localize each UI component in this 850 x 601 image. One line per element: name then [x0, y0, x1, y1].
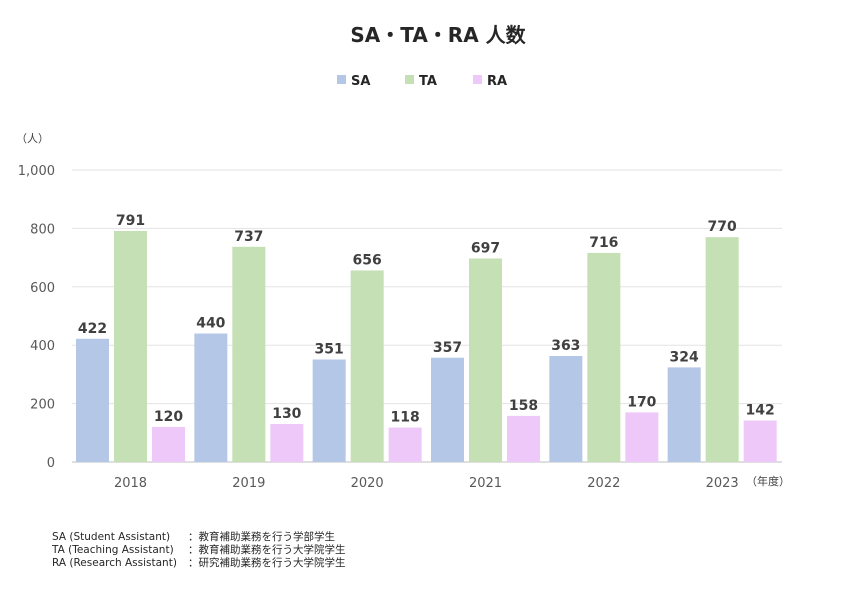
y-tick-label: 200: [30, 398, 55, 413]
data-label: 120: [154, 409, 183, 425]
x-tick-label: 2023: [706, 476, 739, 491]
data-label: 716: [589, 235, 618, 251]
legend-label: TA: [419, 74, 437, 89]
gridlines: [72, 169, 782, 463]
y-axis-ticks: 0 200 400 600 800 1,000: [18, 164, 55, 471]
x-tick-label: 2022: [587, 476, 620, 491]
y-axis-unit: （人）: [16, 132, 49, 145]
data-label: 357: [433, 340, 462, 356]
bar-ra-2018: [152, 426, 185, 462]
bar-ra-2022: [625, 412, 659, 462]
x-tick-label: 2018: [114, 476, 147, 491]
y-tick-label: 600: [30, 281, 55, 296]
data-label: 422: [78, 321, 107, 337]
footnote-abbr: SA (Student Assistant): [52, 531, 170, 543]
bar-ta-2020: [350, 270, 384, 462]
bar-ra-2021: [507, 415, 540, 462]
legend-swatch-ra: [473, 75, 482, 84]
data-label: 656: [353, 252, 382, 268]
bar-ta-2018: [114, 231, 147, 462]
bar-sa-2021: [431, 357, 464, 462]
data-label: 363: [551, 338, 580, 354]
legend-label: RA: [487, 74, 507, 89]
data-label: 697: [471, 240, 500, 256]
legend-label: SA: [351, 74, 370, 89]
data-label: 158: [509, 398, 538, 414]
bar-ta-2023: [705, 237, 739, 462]
bar-sa-2019: [194, 333, 228, 462]
bar-sa-2022: [549, 356, 583, 462]
bar-sa-2018: [76, 338, 109, 462]
x-tick-label: 2019: [232, 476, 265, 491]
x-tick-label: 2021: [469, 476, 502, 491]
y-tick-label: 800: [30, 222, 55, 237]
footnote-description: ：教育補助業務を行う学部学生: [188, 530, 335, 543]
chart-title: SA・TA・RA 人数: [350, 23, 526, 47]
x-axis-unit: （年度）: [746, 474, 790, 488]
data-label: 770: [708, 219, 737, 235]
data-label: 142: [746, 403, 775, 419]
bar-ra-2023: [743, 420, 777, 462]
legend-swatch-ta: [405, 75, 414, 84]
x-axis-ticks: 2018 2019 2020 2021 2022 2023: [114, 476, 739, 491]
legend: SA TA RA: [337, 74, 507, 89]
bar-ta-2021: [469, 258, 502, 462]
footnote-description: ：教育補助業務を行う大学院学生: [188, 543, 346, 556]
data-label: 351: [315, 342, 344, 358]
data-label: 324: [670, 349, 699, 365]
legend-swatch-sa: [337, 75, 346, 84]
bars: 422 791 120 440 737 130 351 656 118 357 697 158 363 7…: [76, 213, 777, 462]
data-label: 130: [272, 406, 301, 422]
y-tick-label: 1,000: [18, 164, 55, 179]
bar-ta-2019: [232, 246, 266, 462]
bar-ra-2019: [270, 424, 304, 462]
bar-sa-2020: [312, 359, 346, 462]
footnote-abbr: RA (Research Assistant): [52, 557, 177, 569]
data-label: 737: [234, 229, 263, 245]
data-label: 440: [196, 316, 225, 332]
footnotes: SA (Student Assistant) ：教育補助業務を行う学部学生 TA (…: [51, 530, 346, 569]
bar-sa-2023: [667, 367, 701, 462]
bar-ra-2020: [388, 427, 422, 462]
y-tick-label: 400: [30, 339, 55, 354]
data-label: 118: [391, 410, 420, 426]
x-tick-label: 2020: [351, 476, 384, 491]
data-label: 791: [116, 213, 145, 229]
data-label: 170: [627, 394, 656, 410]
footnote-abbr: TA (Teaching Assistant): [51, 544, 174, 556]
y-tick-label: 0: [47, 456, 55, 471]
bar-ta-2022: [587, 252, 621, 462]
footnote-description: ：研究補助業務を行う大学院学生: [188, 556, 346, 569]
